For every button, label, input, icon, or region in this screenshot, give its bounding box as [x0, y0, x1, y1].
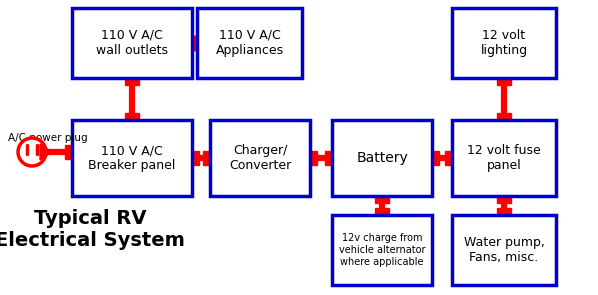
Bar: [332, 215, 432, 285]
Bar: [125, 71, 139, 85]
Bar: [197, 8, 302, 78]
Text: Typical RV
Electrical System: Typical RV Electrical System: [0, 209, 185, 250]
Text: Battery: Battery: [356, 151, 408, 165]
Text: 110 V A/C
Breaker panel: 110 V A/C Breaker panel: [89, 144, 176, 172]
Bar: [497, 113, 511, 127]
Bar: [325, 151, 339, 165]
Text: 110 V A/C
Appliances: 110 V A/C Appliances: [215, 29, 283, 57]
Bar: [497, 189, 511, 203]
Bar: [72, 120, 192, 196]
Bar: [452, 215, 556, 285]
Bar: [72, 8, 192, 78]
Bar: [190, 36, 204, 50]
Bar: [203, 151, 217, 165]
Text: 12 volt
lighting: 12 volt lighting: [480, 29, 527, 57]
Polygon shape: [40, 144, 52, 160]
Text: 110 V A/C
wall outlets: 110 V A/C wall outlets: [96, 29, 168, 57]
Text: Charger/
Converter: Charger/ Converter: [229, 144, 291, 172]
Text: Water pump,
Fans, misc.: Water pump, Fans, misc.: [463, 236, 544, 264]
Text: 12 volt fuse
panel: 12 volt fuse panel: [467, 144, 541, 172]
Text: A/C power plug: A/C power plug: [8, 133, 88, 143]
Bar: [452, 120, 556, 196]
Bar: [497, 71, 511, 85]
Bar: [332, 120, 432, 196]
Text: 12v charge from
vehicle alternator
where applicable: 12v charge from vehicle alternator where…: [338, 233, 425, 267]
Bar: [445, 151, 459, 165]
Bar: [497, 208, 511, 222]
Bar: [452, 8, 556, 78]
Bar: [303, 151, 317, 165]
Bar: [375, 189, 389, 203]
Bar: [65, 145, 79, 159]
Bar: [210, 120, 310, 196]
Bar: [125, 113, 139, 127]
Circle shape: [18, 138, 46, 166]
Bar: [425, 151, 439, 165]
Bar: [185, 151, 199, 165]
Bar: [375, 208, 389, 222]
Bar: [185, 36, 199, 50]
